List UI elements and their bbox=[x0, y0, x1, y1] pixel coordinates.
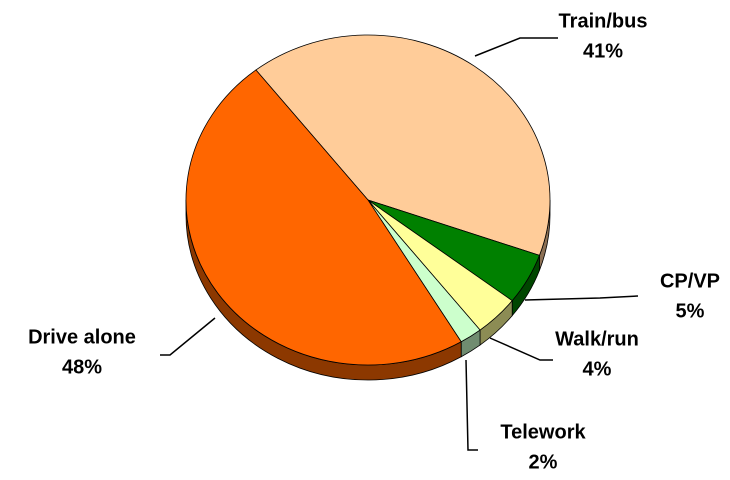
slice-label: Walk/run bbox=[555, 328, 639, 350]
slice-value-label: 5% bbox=[676, 300, 705, 322]
slice-value-label: 2% bbox=[529, 451, 558, 473]
slice-label: Train/bus bbox=[559, 10, 648, 32]
slice-label: Telework bbox=[500, 421, 586, 443]
slice-label: CP/VP bbox=[660, 270, 720, 292]
slice-value-label: 4% bbox=[583, 358, 612, 380]
leader-line bbox=[474, 37, 558, 57]
slice-value-label: 48% bbox=[62, 356, 102, 378]
leader-line bbox=[489, 337, 553, 361]
leader-line bbox=[160, 317, 216, 356]
leader-line bbox=[524, 295, 639, 301]
slice-label: Drive alone bbox=[28, 326, 136, 348]
slice-value-label: 41% bbox=[583, 40, 623, 62]
leader-line bbox=[465, 359, 478, 451]
slice bbox=[255, 34, 551, 256]
slice bbox=[185, 69, 462, 366]
